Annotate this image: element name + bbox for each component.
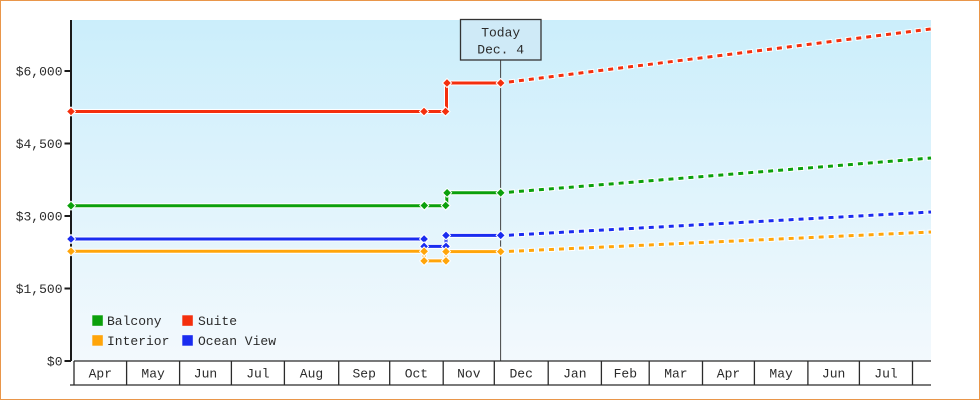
svg-text:Jul: Jul	[874, 367, 898, 382]
svg-text:$6,000: $6,000	[16, 65, 63, 80]
svg-text:Jun: Jun	[822, 367, 845, 382]
svg-text:Ocean View: Ocean View	[198, 334, 276, 349]
svg-text:Apr: Apr	[717, 367, 740, 382]
svg-text:Dec: Dec	[509, 367, 532, 382]
svg-text:Dec. 4: Dec. 4	[477, 43, 524, 58]
svg-text:Aug: Aug	[300, 367, 323, 382]
svg-text:Apr: Apr	[89, 367, 112, 382]
svg-text:Sep: Sep	[352, 367, 375, 382]
svg-text:$3,000: $3,000	[16, 210, 63, 225]
svg-text:Today: Today	[481, 26, 520, 41]
svg-text:Jul: Jul	[246, 367, 270, 382]
svg-text:Jan: Jan	[563, 367, 586, 382]
svg-text:Interior: Interior	[107, 334, 169, 349]
svg-text:$1,500: $1,500	[16, 282, 63, 297]
svg-text:Nov: Nov	[457, 367, 481, 382]
svg-text:Mar: Mar	[664, 367, 687, 382]
svg-text:Jun: Jun	[194, 367, 217, 382]
svg-text:Balcony: Balcony	[107, 314, 162, 329]
svg-text:Oct: Oct	[405, 367, 428, 382]
svg-text:$0: $0	[47, 355, 63, 370]
svg-text:May: May	[141, 367, 165, 382]
svg-text:$4,500: $4,500	[16, 137, 63, 152]
svg-text:May: May	[769, 367, 793, 382]
svg-text:Suite: Suite	[198, 314, 237, 329]
svg-text:Feb: Feb	[614, 367, 637, 382]
